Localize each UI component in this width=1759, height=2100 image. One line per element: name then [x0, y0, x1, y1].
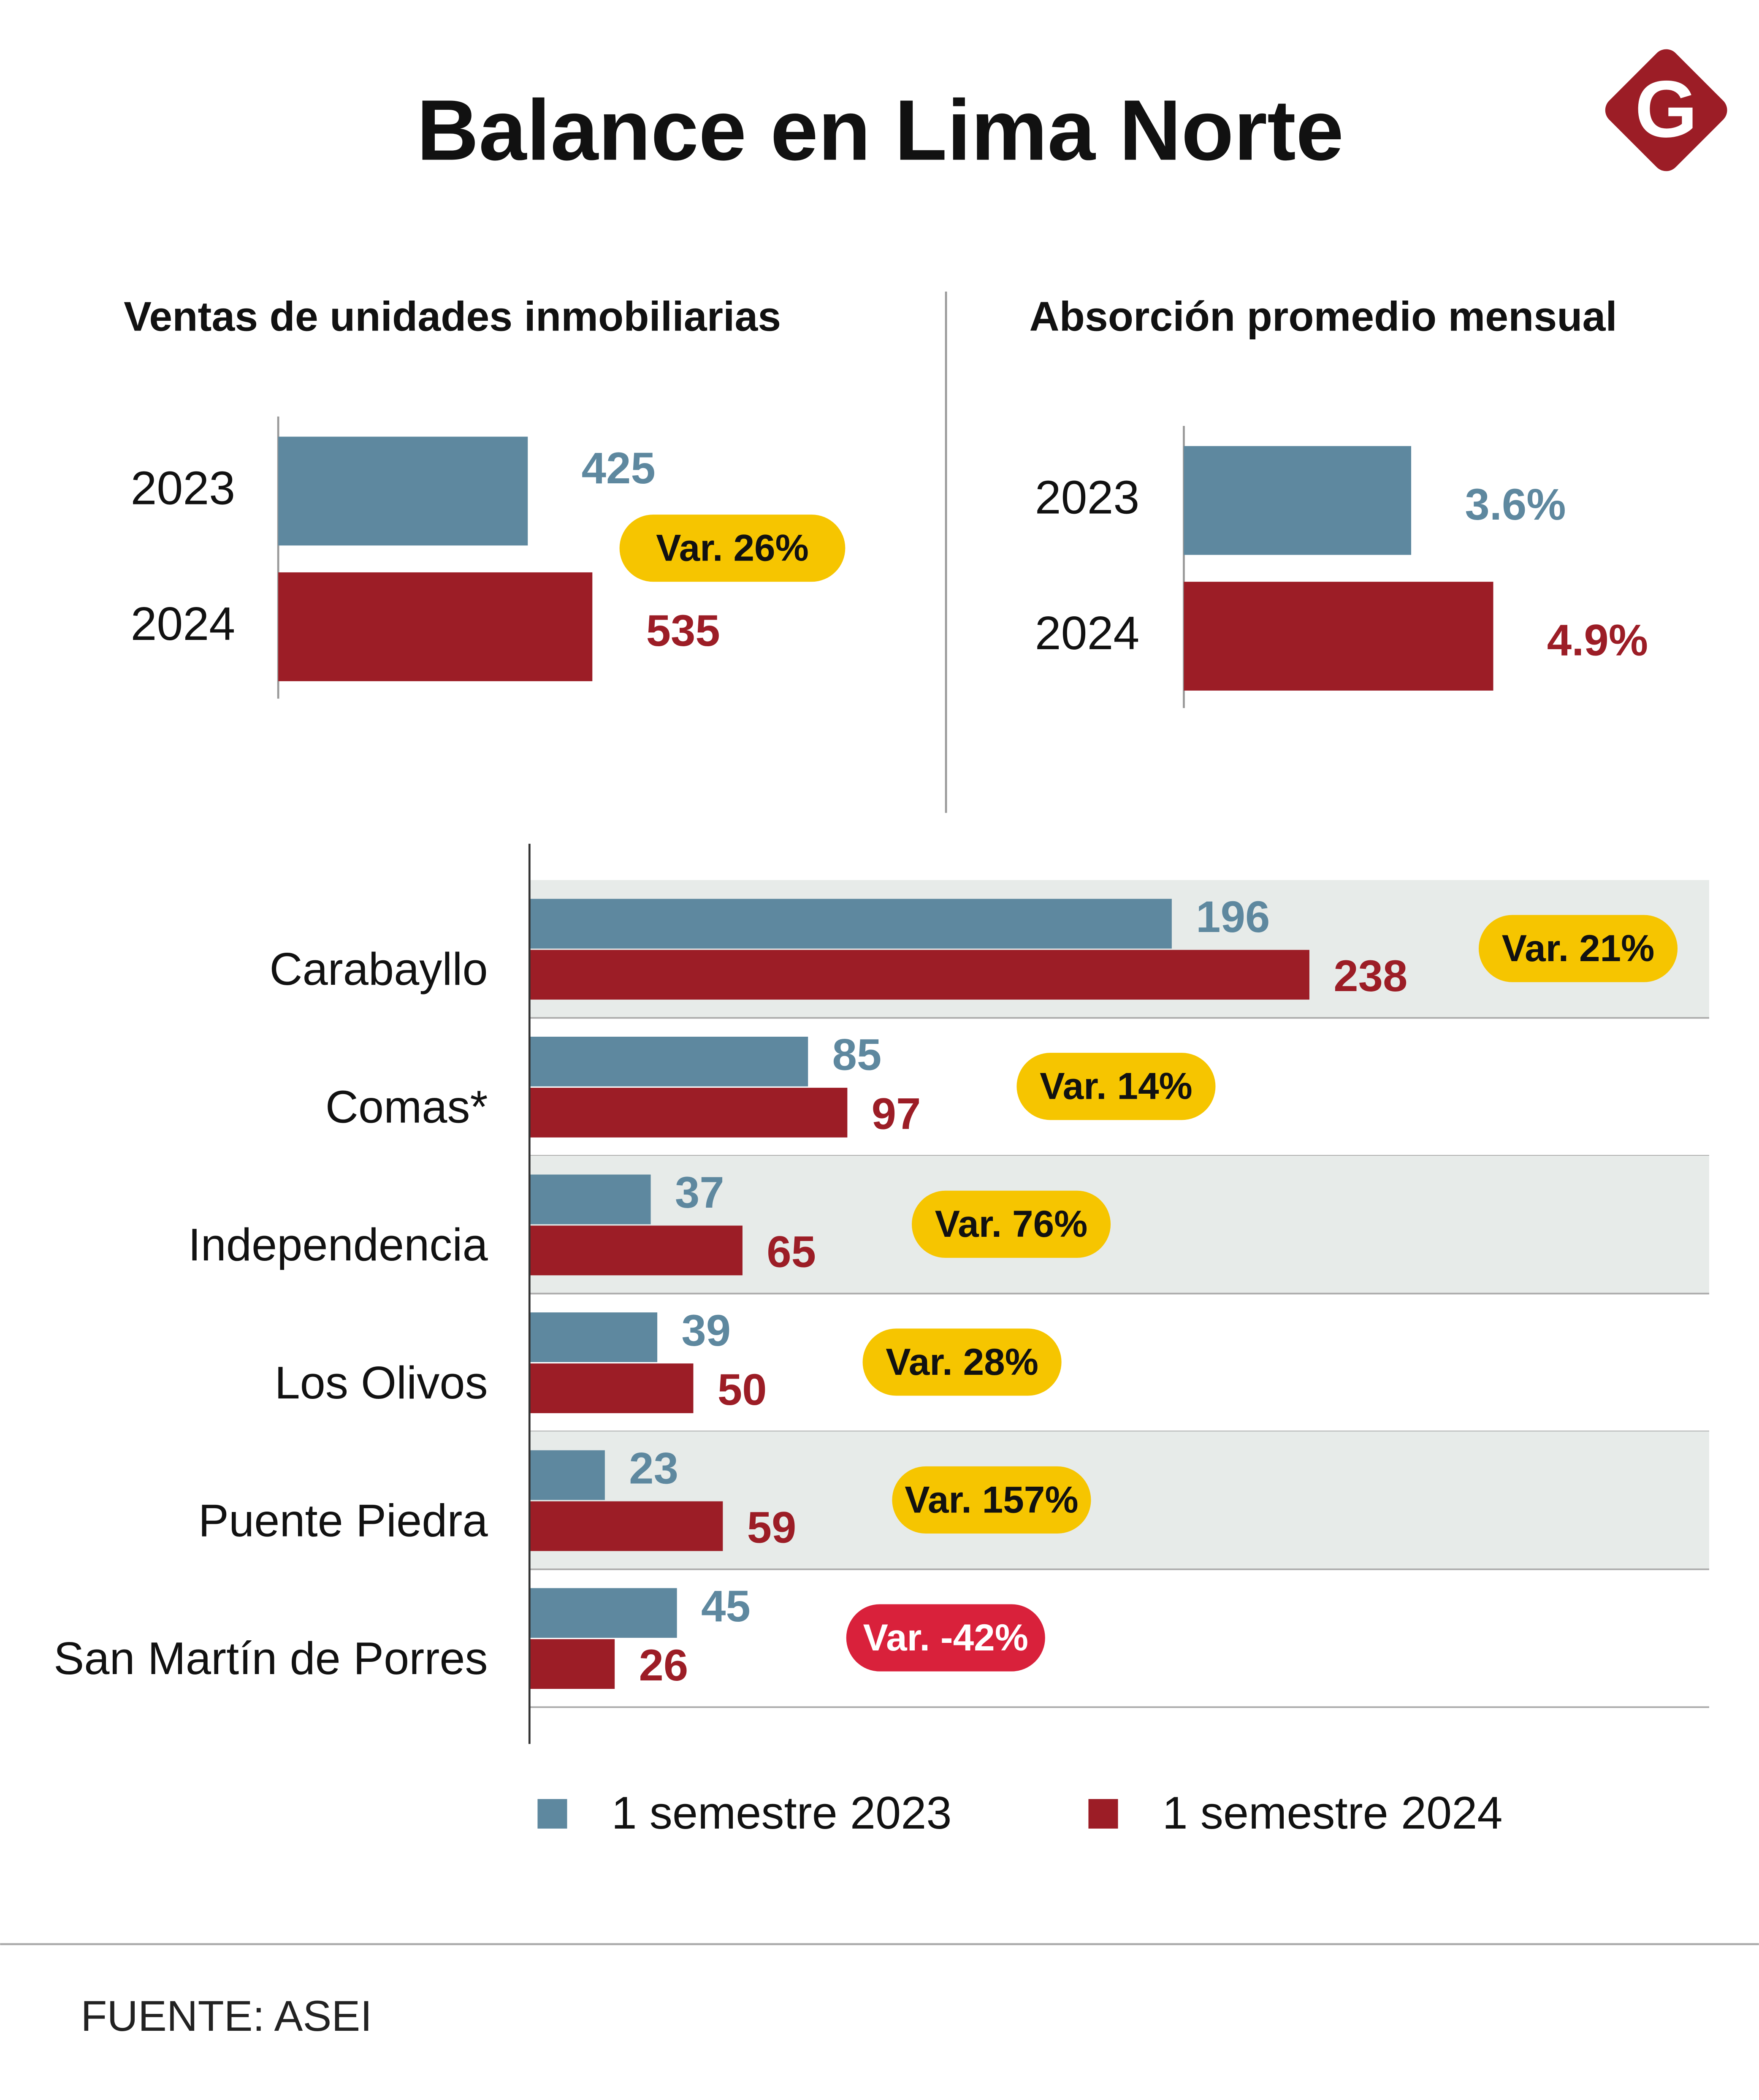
- bar: [529, 1087, 848, 1138]
- bar: [529, 1588, 677, 1638]
- bar: [529, 1036, 808, 1087]
- y-tick-label: Comas*: [325, 1081, 488, 1133]
- value-label: 4.9%: [1547, 615, 1648, 665]
- bar: [529, 1363, 694, 1413]
- bar: [278, 572, 593, 681]
- bar: [1184, 582, 1493, 691]
- value-label: 535: [646, 606, 720, 656]
- legend-label: 1 semestre 2023: [611, 1787, 951, 1838]
- y-tick-label: 2023: [130, 461, 235, 514]
- bar: [529, 1174, 651, 1225]
- value-label: 39: [681, 1306, 731, 1355]
- chart-subtitle: Ventas de unidades inmobiliarias: [124, 293, 781, 340]
- value-label: 59: [747, 1503, 797, 1552]
- variation-label: Var. 28%: [886, 1341, 1038, 1383]
- value-label: 196: [1196, 892, 1270, 942]
- y-tick-label: Independencia: [188, 1219, 488, 1270]
- bar: [529, 1501, 723, 1551]
- bar: [529, 1225, 743, 1276]
- variation-pill: [862, 1328, 1062, 1396]
- variation-label: Var. 21%: [1502, 927, 1655, 969]
- logo-diamond: [1605, 49, 1727, 171]
- variation-label: Var. 76%: [935, 1203, 1088, 1245]
- bar: [529, 1639, 615, 1689]
- chart-subtitle: Absorción promedio mensual: [1029, 293, 1617, 340]
- y-tick-label: San Martín de Porres: [54, 1633, 488, 1684]
- value-label: 238: [1333, 951, 1407, 1001]
- value-label: 97: [872, 1089, 921, 1139]
- source: FUENTE: ASEI: [81, 1992, 372, 2040]
- value-label: 3.6%: [1465, 480, 1566, 529]
- legend-swatch: [1088, 1799, 1118, 1829]
- bar: [1184, 446, 1412, 555]
- bar: [529, 1312, 658, 1362]
- y-tick-label: 2023: [1035, 471, 1140, 524]
- variation-pill: [1478, 915, 1678, 982]
- bar: [278, 436, 528, 546]
- y-tick-label: 2024: [130, 597, 235, 650]
- variation-pill: [846, 1604, 1045, 1672]
- y-tick-label: Puente Piedra: [198, 1495, 488, 1546]
- variation-pill: [619, 515, 846, 582]
- bar: [529, 950, 1309, 1000]
- value-label: 425: [582, 444, 656, 493]
- variation-pill: [1016, 1053, 1216, 1120]
- value-label: 23: [629, 1444, 678, 1493]
- variation-pill: [911, 1190, 1111, 1258]
- variation-label: Var. -42%: [863, 1616, 1028, 1658]
- value-label: 85: [832, 1030, 881, 1080]
- row-band: [529, 1431, 1709, 1569]
- variation-label: Var. 26%: [656, 527, 809, 569]
- value-label: 50: [718, 1365, 767, 1414]
- y-tick-label: Los Olivos: [274, 1357, 488, 1408]
- logo-text: G: [1635, 64, 1698, 154]
- value-label: 26: [639, 1641, 688, 1690]
- title: Balance en Lima Norte: [417, 82, 1344, 178]
- variation-pill: [892, 1466, 1091, 1534]
- legend-swatch: [537, 1799, 567, 1829]
- logo: G: [1605, 49, 1727, 171]
- variation-label: Var. 157%: [905, 1478, 1078, 1520]
- value-label: 65: [767, 1227, 816, 1276]
- y-tick-label: Carabayllo: [269, 943, 488, 994]
- y-tick-label: 2024: [1035, 607, 1140, 659]
- value-label: 37: [675, 1168, 724, 1217]
- variation-label: Var. 14%: [1040, 1065, 1193, 1107]
- legend-label: 1 semestre 2024: [1163, 1787, 1503, 1838]
- bar: [529, 899, 1172, 949]
- bar: [529, 1450, 605, 1500]
- value-label: 45: [701, 1582, 751, 1631]
